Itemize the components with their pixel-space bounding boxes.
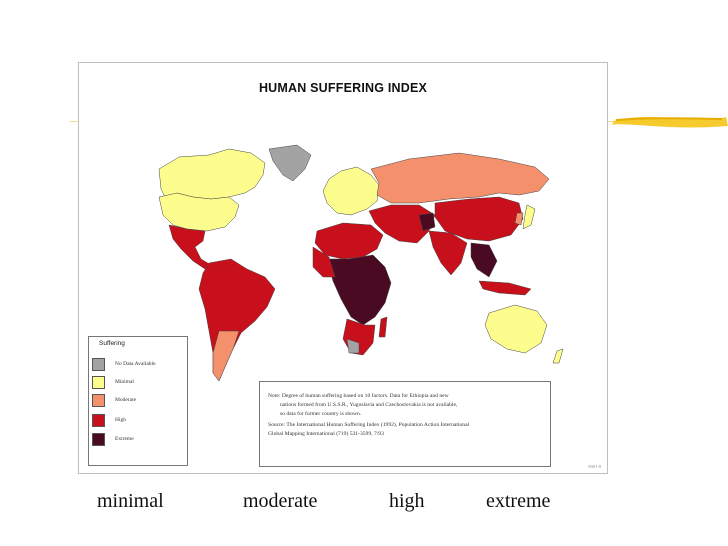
region-canada-alaska bbox=[158, 148, 266, 202]
region-south-asia bbox=[428, 230, 468, 276]
note-line: nations formed from U.S.S.R., Yugoslavia… bbox=[280, 402, 458, 408]
caption-minimal: minimal bbox=[97, 490, 164, 512]
caption-extreme: extreme bbox=[486, 490, 551, 512]
region-europe bbox=[322, 166, 380, 216]
region-china bbox=[434, 196, 524, 242]
legend-swatch bbox=[92, 433, 105, 446]
region-central-africa bbox=[326, 254, 392, 326]
legend-label: High bbox=[115, 417, 126, 423]
decorative-highlighter-stroke bbox=[612, 117, 728, 128]
region-middle-east bbox=[368, 204, 436, 244]
region-japan bbox=[522, 204, 536, 230]
map-title: HUMAN SUFFERING INDEX bbox=[258, 81, 428, 95]
legend-label: Extreme bbox=[115, 436, 134, 442]
legend-swatch bbox=[92, 394, 105, 407]
legend-swatch bbox=[92, 376, 105, 389]
region-south-africa-nodata bbox=[346, 338, 360, 354]
region-new-zealand bbox=[552, 348, 564, 364]
region-australia bbox=[484, 304, 548, 354]
region-korea bbox=[514, 212, 524, 226]
region-usa bbox=[158, 192, 240, 232]
legend-title: Suffering bbox=[99, 340, 125, 347]
legend-label: Moderate bbox=[115, 397, 137, 403]
region-argentina-chile bbox=[212, 330, 240, 382]
region-indonesia bbox=[478, 280, 532, 296]
region-russia bbox=[370, 152, 550, 204]
legend-swatch bbox=[92, 414, 105, 427]
legend-label: No Data Available bbox=[115, 361, 156, 367]
region-southeast-asia bbox=[470, 242, 498, 278]
region-mexico-central-america bbox=[168, 224, 212, 270]
legend-swatch bbox=[92, 358, 105, 371]
region-north-africa bbox=[314, 222, 384, 260]
region-south-america bbox=[198, 258, 276, 382]
caption-high: high bbox=[389, 490, 425, 512]
world-map bbox=[158, 144, 564, 382]
note-source: Source: The International Human Sufferin… bbox=[268, 422, 470, 428]
legend-label: Minimal bbox=[115, 379, 134, 385]
map-note: Note: Degree of human suffering based on… bbox=[259, 381, 551, 467]
region-west-africa bbox=[312, 246, 336, 278]
caption-moderate: moderate bbox=[243, 490, 318, 512]
map-credit: 9001-0 bbox=[588, 464, 601, 469]
note-line: so data for former country is shown. bbox=[280, 411, 362, 417]
region-greenland bbox=[268, 144, 312, 182]
human-suffering-map-figure: HUMAN SUFFERING INDEX Suffering No Data … bbox=[78, 62, 608, 474]
note-line: Note: Degree of human suffering based on… bbox=[268, 393, 449, 399]
map-legend: Suffering No Data Available Minimal Mode… bbox=[88, 336, 188, 466]
region-madagascar bbox=[378, 316, 388, 338]
note-contact: Global Mapping International (719) 531-3… bbox=[268, 431, 384, 437]
region-afghanistan bbox=[418, 212, 436, 232]
